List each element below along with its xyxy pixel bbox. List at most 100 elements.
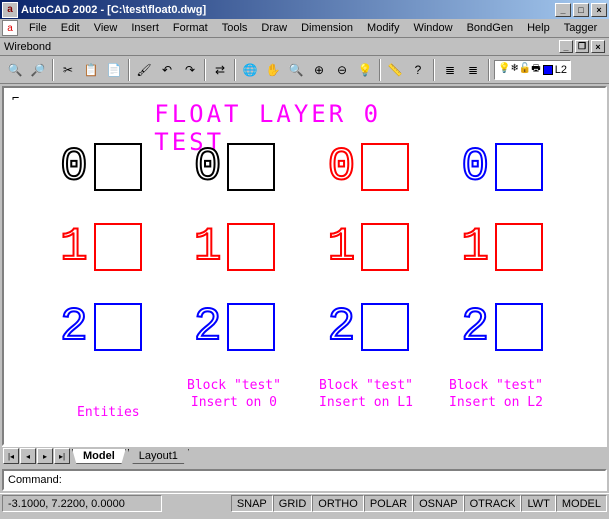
menu-insert[interactable]: Insert [124,20,166,36]
drawing-square [361,143,409,191]
status-bar: -3.1000, 7.2200, 0.0000 SNAPGRIDORTHOPOL… [0,493,609,513]
menu-format[interactable]: Format [166,20,215,36]
drawing-digit: 1 [328,224,356,270]
toolbar-button-15[interactable]: 📏 [384,59,406,81]
menu-bar: a FileEditViewInsertFormatToolsDrawDimen… [0,19,609,38]
toolbar-button-10[interactable]: ✋ [262,59,284,81]
drawing-caption: Entities [77,388,140,422]
toolbar2-button-1[interactable]: ≣ [462,59,484,81]
status-toggle-ortho[interactable]: ORTHO [312,495,364,512]
drawing-digit: 2 [194,304,222,350]
title-bar: a AutoCAD 2002 - [C:\test\float0.dwg] _ … [0,0,609,19]
drawing-square [94,303,142,351]
toolbar-button-6[interactable]: ↶ [156,59,178,81]
status-toggle-otrack[interactable]: OTRACK [464,495,522,512]
toolbar-button-4[interactable]: 📄 [103,59,125,81]
status-toggle-model[interactable]: MODEL [556,495,607,512]
minimize-button[interactable]: _ [555,3,571,17]
drawing-digit: 2 [461,304,489,350]
menu-edit[interactable]: Edit [54,20,87,36]
layout-tabs: |◂◂▸▸|ModelLayout1 [2,446,607,465]
drawing-caption: Block "test"Insert on L2 [449,378,543,412]
menu-tools[interactable]: Tools [215,20,255,36]
main-toolbar: 🔍🔎✂📋📄🖌↶↷⇄🌐✋🔍⊕⊖💡📏? ≣≣ 💡❄🔓🖶 L2 [0,56,609,84]
menu-draw[interactable]: Draw [254,20,294,36]
menu-window[interactable]: Window [406,20,459,36]
menu-modify[interactable]: Modify [360,20,406,36]
drawing-digit: 2 [328,304,356,350]
menu-file[interactable]: File [22,20,54,36]
window-title: AutoCAD 2002 - [C:\test\float0.dwg] [21,4,206,16]
command-input[interactable] [62,473,601,487]
tab-nav-button[interactable]: ▸ [37,448,53,464]
subbar-label: Wirebond [4,41,51,53]
status-toggle-grid[interactable]: GRID [273,495,313,512]
drawing-square [227,223,275,271]
drawing-caption: Block "test"Insert on L1 [319,378,413,412]
drawing-digit: 1 [461,224,489,270]
toolbar-button-3[interactable]: 📋 [80,59,102,81]
app-icon: a [2,2,18,18]
toolbar-button-9[interactable]: 🌐 [239,59,261,81]
tab-nav-button[interactable]: ◂ [20,448,36,464]
toolbar-button-14[interactable]: 💡 [354,59,376,81]
mdi-restore-button[interactable]: ❐ [575,40,589,53]
layer-dropdown[interactable]: 💡❄🔓🖶 L2 [494,60,571,80]
toolbar-button-13[interactable]: ⊖ [331,59,353,81]
toolbar-button-8[interactable]: ⇄ [209,59,231,81]
drawing-square [227,303,275,351]
status-toggle-polar[interactable]: POLAR [364,495,413,512]
toolbar-button-2[interactable]: ✂ [57,59,79,81]
drawing-digit: 2 [60,304,88,350]
menu-tagger[interactable]: Tagger [557,20,605,36]
toolbar-button-16[interactable]: ? [407,59,429,81]
mdi-close-button[interactable]: × [591,40,605,53]
sub-toolbar: Wirebond _ ❐ × [0,38,609,56]
command-prompt: Command: [8,474,62,486]
layer-state-icon: 💡 [498,63,510,74]
drawing-square [495,223,543,271]
drawing-canvas[interactable]: ⌐ FLOAT LAYER 0 TEST 000011112222 Entiti… [2,86,607,446]
drawing-square [495,303,543,351]
maximize-button[interactable]: □ [573,3,589,17]
status-toggle-lwt[interactable]: LWT [521,495,555,512]
drawing-digit: 0 [328,144,356,190]
layer-state-icon: 🖶 [531,63,540,74]
toolbar-button-12[interactable]: ⊕ [308,59,330,81]
tab-nav-button[interactable]: |◂ [3,448,19,464]
drawing-digit: 0 [60,144,88,190]
drawing-digit: 0 [461,144,489,190]
toolbar-button-1[interactable]: 🔎 [27,59,49,81]
layer-name: L2 [555,64,567,76]
layer-state-icon: 🔓 [519,63,531,74]
toolbar2-button-0[interactable]: ≣ [439,59,461,81]
toolbar-button-11[interactable]: 🔍 [285,59,307,81]
tab-nav-button[interactable]: ▸| [54,448,70,464]
menu-dimension[interactable]: Dimension [294,20,360,36]
tab-model[interactable]: Model [72,449,126,464]
drawing-square [94,223,142,271]
ucs-icon: ⌐ [12,91,19,105]
menu-view[interactable]: View [87,20,125,36]
drawing-square [361,223,409,271]
tab-layout1[interactable]: Layout1 [128,449,189,464]
close-button[interactable]: × [591,3,607,17]
drawing-caption: Block "test"Insert on 0 [187,378,281,412]
toolbar-button-5[interactable]: 🖌 [133,59,155,81]
status-toggle-snap[interactable]: SNAP [231,495,273,512]
status-toggle-osnap[interactable]: OSNAP [413,495,464,512]
mdi-minimize-button[interactable]: _ [559,40,573,53]
toolbar-button-7[interactable]: ↷ [179,59,201,81]
menu-help[interactable]: Help [520,20,557,36]
drawing-square [495,143,543,191]
layer-state-icon: ❄ [510,63,518,74]
doc-icon: a [2,20,18,36]
drawing-square [94,143,142,191]
drawing-digit: 1 [60,224,88,270]
menu-bondgen[interactable]: BondGen [460,20,520,36]
layer-color-swatch [543,65,553,75]
command-line[interactable]: Command: [2,469,607,491]
coords-readout: -3.1000, 7.2200, 0.0000 [2,495,162,512]
drawing-square [361,303,409,351]
toolbar-button-0[interactable]: 🔍 [4,59,26,81]
